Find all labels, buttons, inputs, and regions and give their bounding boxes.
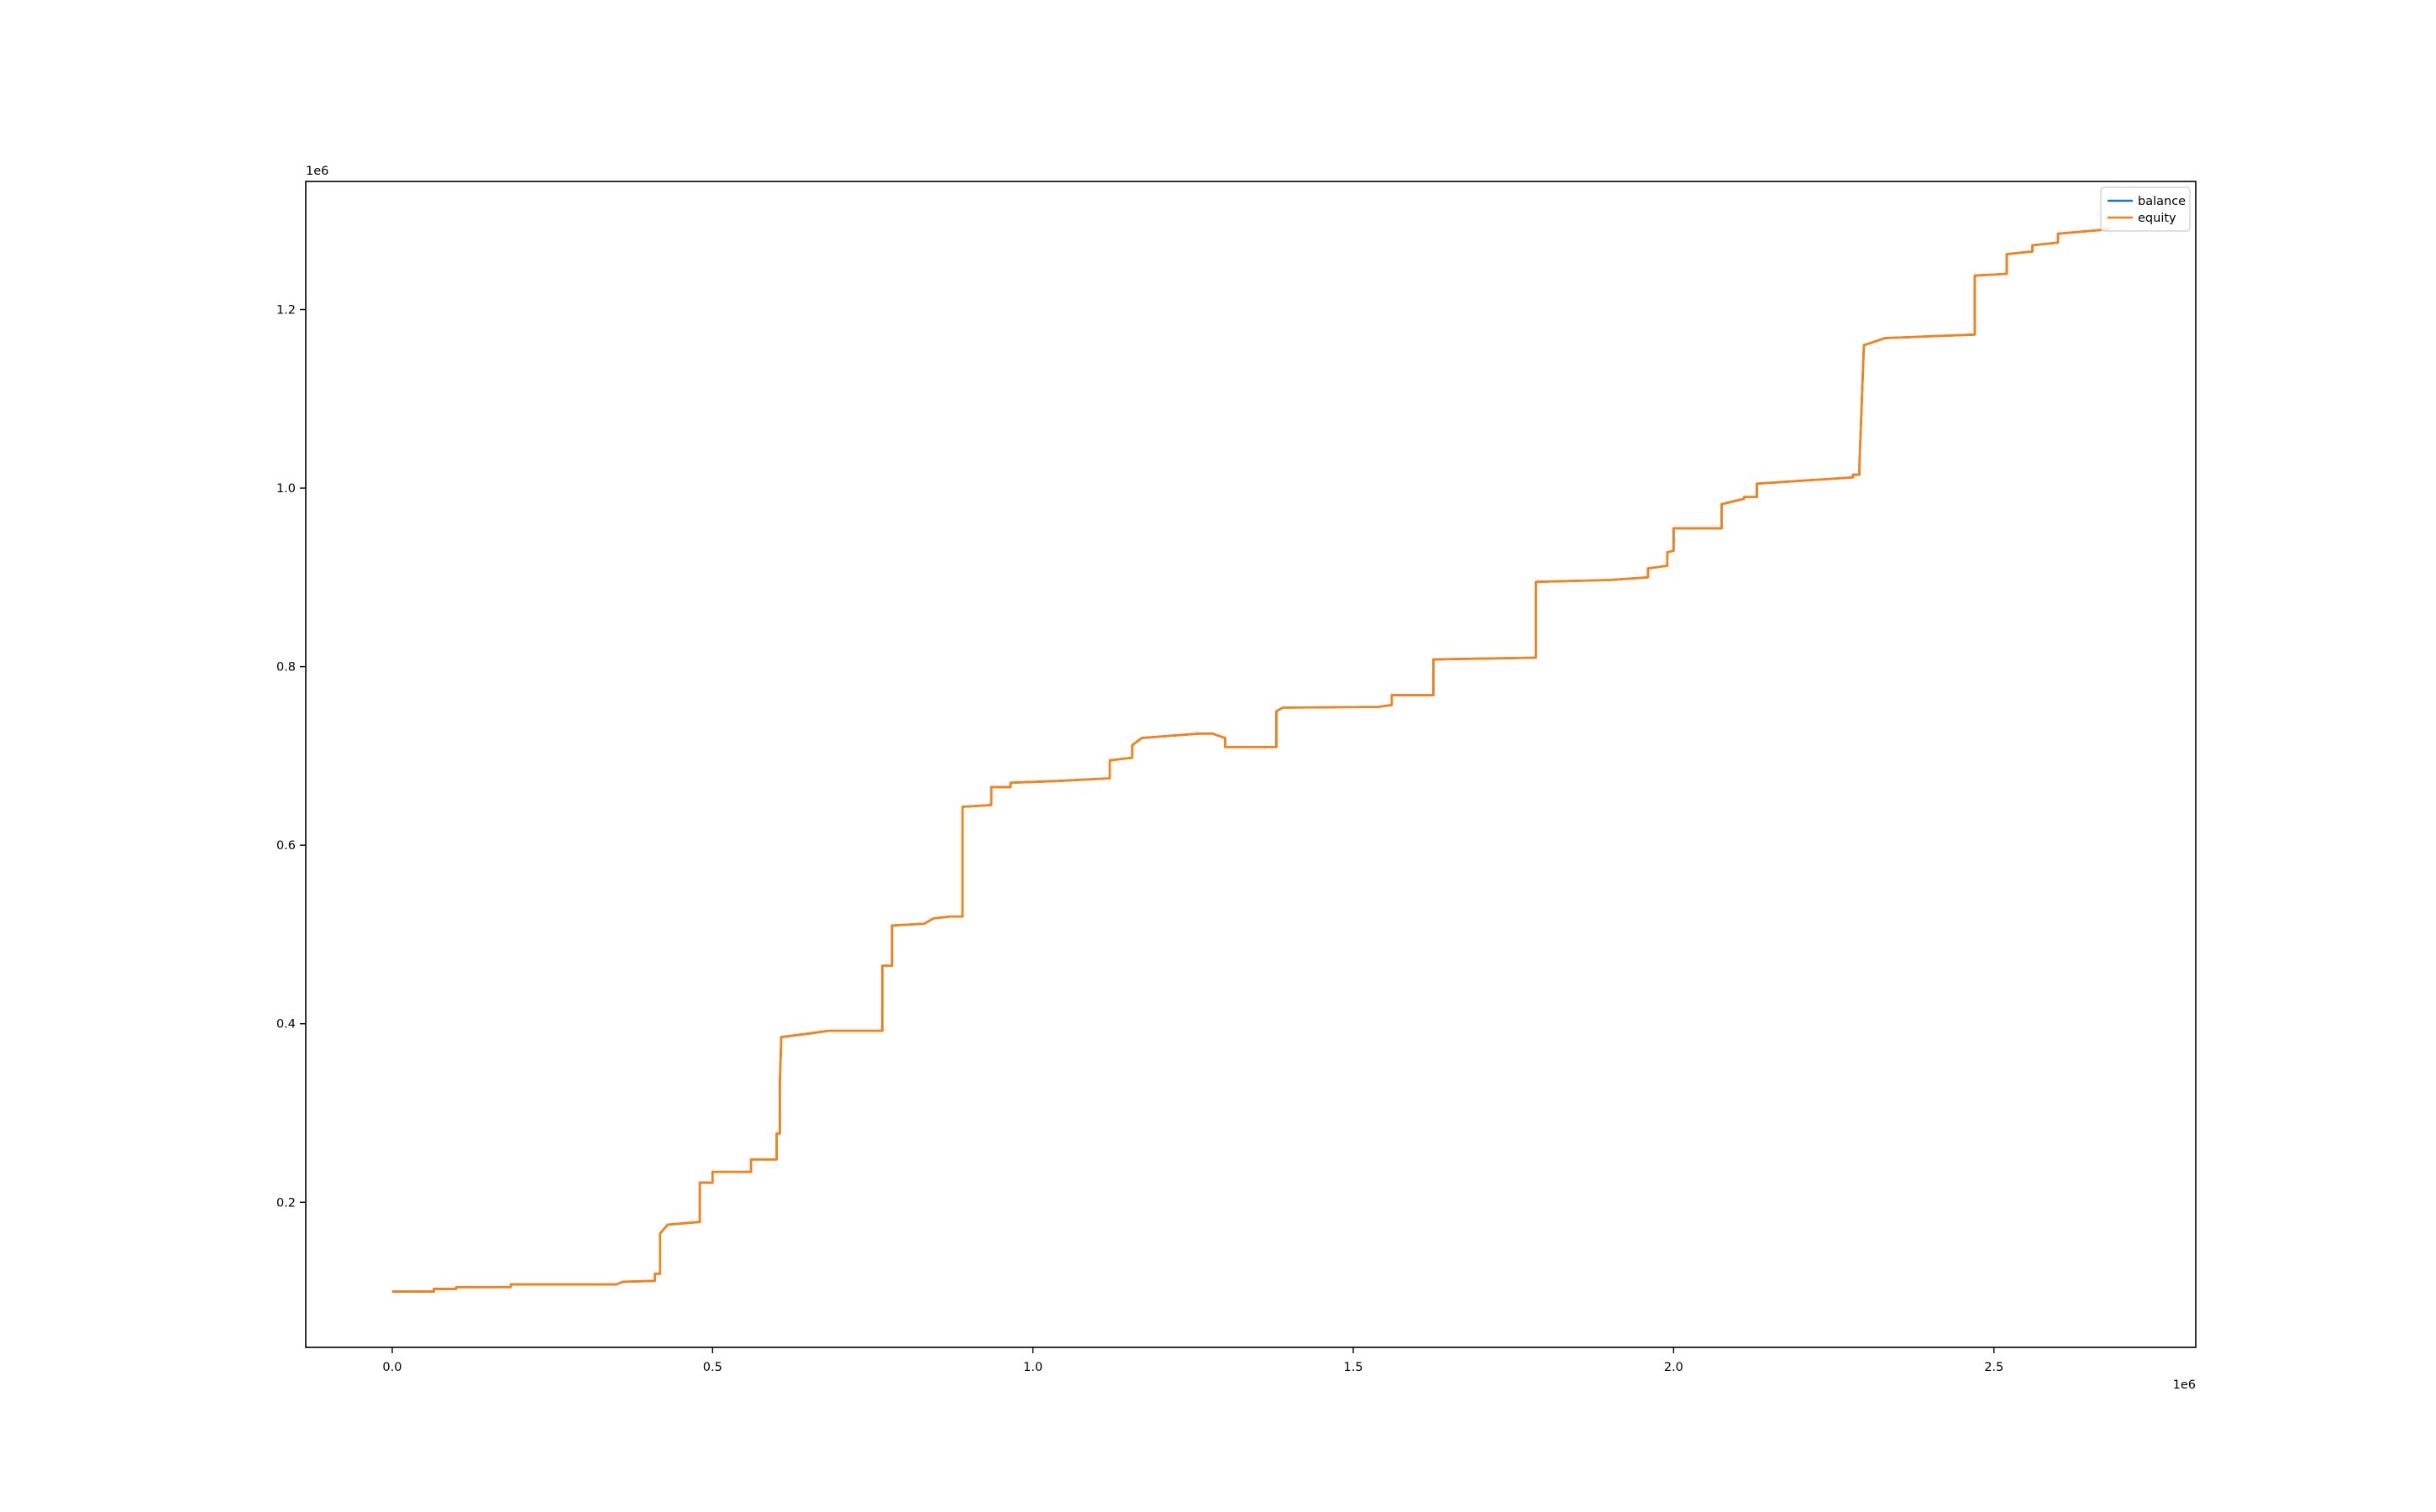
legend-box [2100, 186, 2191, 232]
y-tick-label: 1.2 [276, 304, 296, 318]
x-tick-label: 0.5 [703, 1361, 722, 1374]
legend: balance equity [2100, 186, 2191, 232]
y-tick-label: 0.2 [276, 1196, 296, 1210]
plot-area-frame [305, 181, 2197, 1348]
y-axis: 0.2 0.4 0.6 0.8 1.0 1.2 [276, 304, 306, 1210]
y-tick-label: 1.0 [276, 482, 296, 496]
legend-label-equity: equity [2138, 212, 2176, 225]
y-tick-label: 0.8 [276, 661, 296, 675]
x-tick-label: 1.0 [1023, 1361, 1042, 1374]
y-axis-offset-label: 1e6 [306, 165, 328, 178]
x-tick-label: 1.5 [1344, 1361, 1363, 1374]
series-line-equity [392, 228, 2110, 1293]
y-tick-label: 0.4 [276, 1018, 296, 1032]
y-tick-label: 0.6 [276, 839, 296, 853]
x-axis: 0.0 0.5 1.0 1.5 2.0 2.5 [382, 1347, 2003, 1374]
x-tick-label: 2.5 [1984, 1361, 2003, 1374]
x-tick-label: 0.0 [382, 1361, 402, 1374]
x-axis-offset-label: 1e6 [2173, 1378, 2196, 1392]
legend-label-balance: balance [2138, 195, 2186, 208]
x-tick-label: 2.0 [1664, 1361, 1683, 1374]
series-layer [392, 228, 2110, 1293]
